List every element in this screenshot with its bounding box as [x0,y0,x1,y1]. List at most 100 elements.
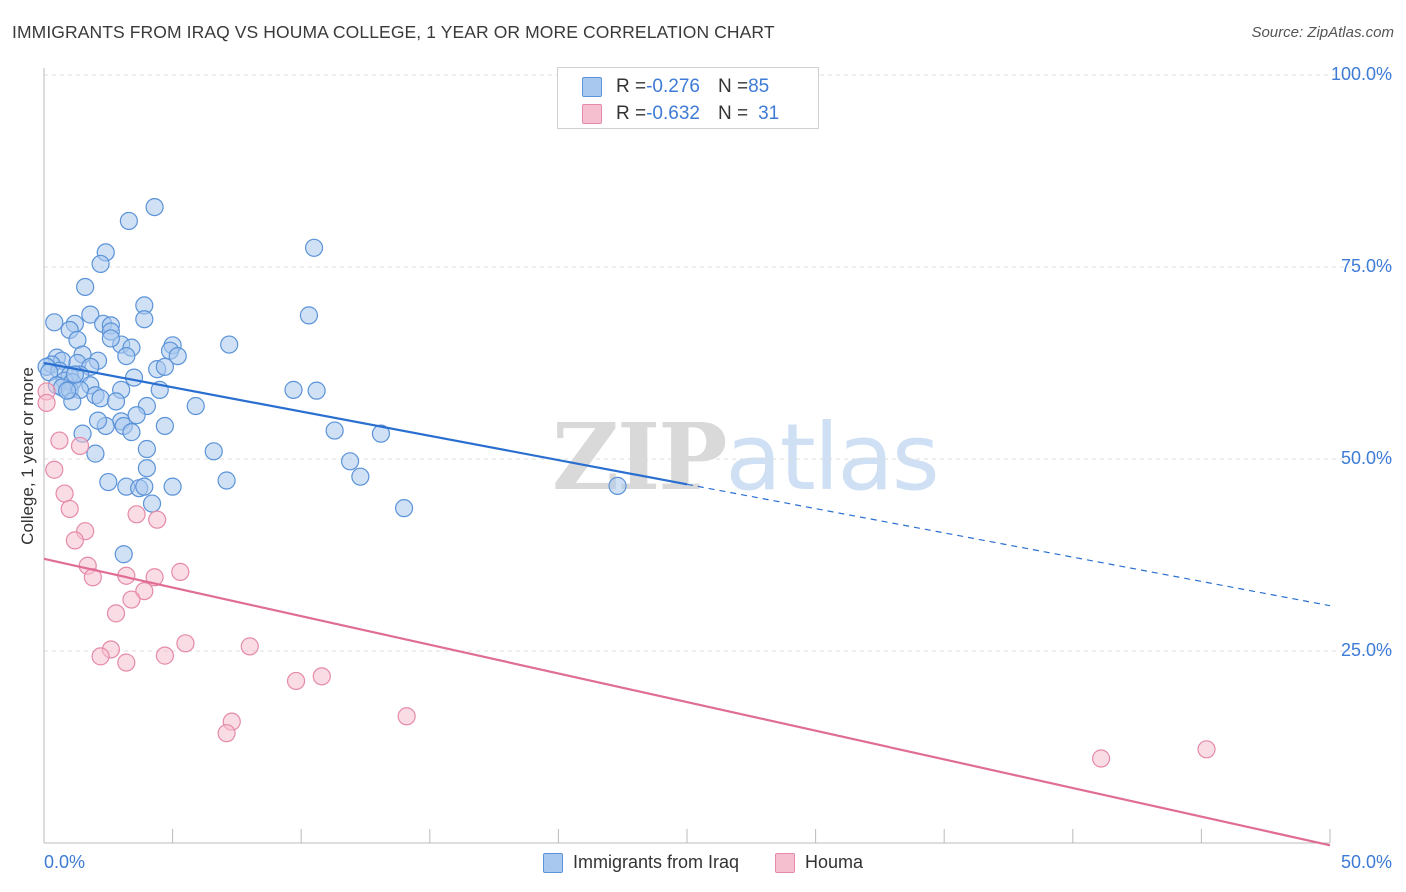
point-houma [286,671,306,691]
point-houma [155,646,174,665]
y-axis-label: College, 1 year or more [18,367,37,545]
legend-row-iraq: R = -0.276 N = 85 [582,73,769,101]
axes [43,68,1331,844]
y-tick-label: 25.0% [1340,640,1392,660]
point-iraq [86,444,105,463]
point-iraq [168,346,187,366]
point-houma [217,724,236,743]
point-iraq [119,211,138,231]
r-value: -0.276 [646,76,700,97]
legend-item-houma[interactable]: Houma [775,852,863,873]
point-iraq [45,313,64,332]
trend-line-iraq [43,361,688,486]
point-iraq [186,396,205,416]
point-houma [60,499,79,519]
r-label: R = [616,103,647,124]
point-houma [397,707,416,726]
point-houma [117,653,136,672]
r-value: -0.632 [646,103,700,124]
point-iraq [142,494,162,513]
point-iraq [81,305,100,324]
series-houma [37,382,1216,768]
swatch-blue [542,852,563,873]
y-tick-label: 100.0% [1330,64,1392,84]
zipatlas-watermark: ZIPatlas [552,403,940,511]
r-label: R = [616,76,647,97]
y-tick-label: 75.0% [1340,256,1392,276]
point-iraq [394,499,414,518]
point-houma [1197,740,1216,759]
point-houma [91,647,110,666]
swatch-blue [582,77,602,97]
legend-item-iraq[interactable]: Immigrants from Iraq [542,852,739,873]
point-iraq [117,346,136,366]
point-houma [176,634,195,653]
point-houma [50,431,69,450]
trend-line-iraq-extrapolated [686,483,1331,607]
point-iraq [155,357,174,376]
point-iraq [371,424,391,443]
point-houma [122,590,141,609]
x-tick-label-min: 0.0% [44,852,86,872]
point-houma [106,604,126,623]
legend-row-houma: R = -0.632 N = 31 [582,100,779,128]
point-iraq [325,421,344,440]
point-houma [45,460,64,479]
point-iraq [58,381,77,400]
point-iraq [101,329,120,348]
point-iraq [99,472,118,492]
point-iraq [124,368,144,387]
point-iraq [299,306,319,325]
point-iraq [137,459,156,478]
watermark-atlas: atlas [725,404,939,511]
trend-line-houma [43,557,1331,847]
swatch-pink [775,852,795,873]
point-iraq [91,254,110,274]
series-legend: Immigrants from Iraq Houma [0,852,1406,873]
series-immigrants-from-iraq [37,197,627,564]
point-houma [1091,749,1111,768]
point-houma [37,393,56,413]
point-iraq [88,411,108,430]
legend-label-iraq: Immigrants from Iraq [572,852,739,872]
y-tick-label: 50.0% [1340,448,1392,468]
point-houma [70,436,90,456]
n-value: 31 [758,103,780,124]
point-houma [312,667,331,686]
point-iraq [145,197,164,217]
point-iraq [114,545,133,564]
point-iraq [304,238,324,257]
chart-title: IMMIGRANTS FROM IRAQ VS HOUMA COLLEGE, 1… [12,22,775,42]
point-iraq [351,467,370,486]
n-value: 85 [748,76,770,97]
point-iraq [135,477,154,496]
point-iraq [135,310,154,329]
point-houma [171,562,190,581]
point-iraq [137,439,156,459]
point-iraq [284,380,303,399]
point-iraq [155,416,174,436]
point-iraq [217,471,236,490]
point-iraq [76,277,95,297]
x-tick-label-max: 50.0% [1340,852,1392,872]
point-iraq [204,442,223,461]
legend-label-houma: Houma [805,852,864,872]
point-iraq [122,423,141,442]
grid-lines [44,74,1392,652]
point-iraq [340,452,360,471]
point-iraq [608,476,627,495]
n-label: N = [717,103,749,124]
point-houma [135,581,154,601]
watermark-zip: ZIP [552,403,727,511]
correlation-legend: R = -0.276 N = 85 R = -0.632 N = 31 [557,67,819,129]
swatch-pink [582,104,602,124]
point-houma [55,484,74,503]
source-credit: Source: ZipAtlas.com [1251,24,1394,41]
point-iraq [91,389,110,408]
point-iraq [307,381,326,400]
point-iraq [106,392,126,411]
point-iraq [163,477,182,496]
n-label: N = [717,76,749,97]
point-houma [65,531,84,550]
